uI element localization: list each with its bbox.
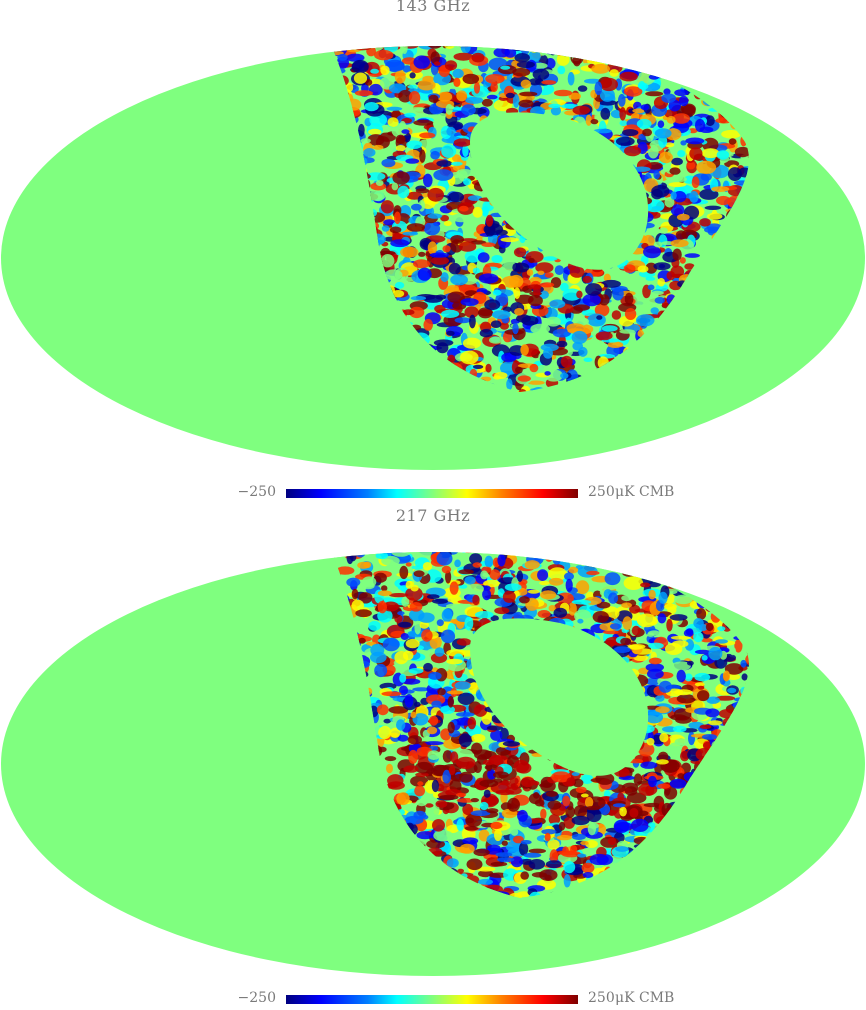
colorbar-min-label: −250 xyxy=(237,990,276,1006)
colorbar-gradient xyxy=(286,489,578,498)
masked-hole xyxy=(470,112,649,270)
map-panel-143: 143 GHz −250 250 μK CMB xyxy=(0,0,866,504)
colorbar-max-label: 250 xyxy=(588,484,615,500)
colorbar-unit-label: μK CMB xyxy=(615,990,675,1006)
mollweide-sky-map xyxy=(1,552,865,976)
colorbar: −250 250 μK CMB xyxy=(0,484,866,504)
colorbar: −250 250 μK CMB xyxy=(0,990,866,1010)
map-title: 143 GHz xyxy=(395,0,471,15)
map-title: 217 GHz xyxy=(395,506,471,525)
colorbar-gradient xyxy=(286,995,578,1004)
map-panel-217: 217 GHz −250 250 μK CMB xyxy=(0,506,866,1010)
colorbar-unit-label: μK CMB xyxy=(615,484,675,500)
mollweide-sky-map xyxy=(1,46,865,470)
colorbar-max-label: 250 xyxy=(588,990,615,1006)
colorbar-min-label: −250 xyxy=(237,484,276,500)
masked-hole xyxy=(470,618,649,776)
